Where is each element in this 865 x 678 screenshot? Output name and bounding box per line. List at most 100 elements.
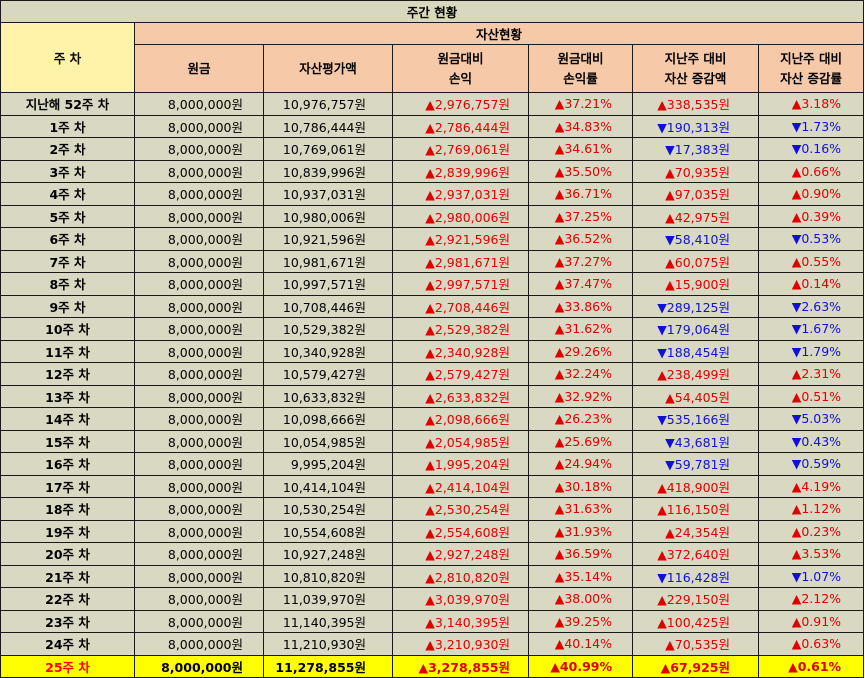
profit-loss-cell: ▲2,810,820원 (392, 564, 529, 588)
valuation-cell: 10,786,444원 (263, 114, 393, 138)
week-cell: 1주 차 (0, 114, 135, 138)
weekly-change-cell: ▲42,975원 (632, 204, 759, 228)
weekly-change-rate-cell: ▲2.12% (757, 587, 865, 611)
profit-loss-rate-cell: ▲40.14% (528, 632, 633, 656)
profit-loss-cell: ▲2,530,254원 (392, 497, 529, 521)
principal-cell: 8,000,000원 (134, 317, 264, 341)
principal-cell: 8,000,000원 (134, 407, 264, 431)
profit-loss-rate-cell: ▲36.59% (528, 542, 633, 566)
table-row: 11주 차 8,000,000원 10,340,928원 ▲2,340,928원 ▲29… (0, 339, 865, 363)
week-cell: 24주 차 (0, 632, 135, 656)
profit-loss-rate-cell: ▲37.25% (528, 204, 633, 228)
profit-loss-rate-cell: ▲31.93% (528, 519, 633, 543)
principal-cell: 8,000,000원 (134, 609, 264, 633)
weekly-change-cell: ▲54,405원 (632, 384, 759, 408)
profit-loss-rate-cell: ▲37.27% (528, 249, 633, 273)
profit-loss-rate-cell: ▲34.83% (528, 114, 633, 138)
table-row: 14주 차 8,000,000원 10,098,666원 ▲2,098,666원 ▲26… (0, 407, 865, 431)
valuation-cell: 10,579,427원 (263, 362, 393, 386)
table-row: 13주 차 8,000,000원 10,633,832원 ▲2,633,832원 ▲32… (0, 384, 865, 408)
profit-loss-rate-cell: ▲30.18% (528, 474, 633, 498)
weekly-change-rate-cell: ▲0.66% (757, 159, 865, 183)
profit-loss-rate-cell: ▲33.86% (528, 294, 633, 318)
valuation-cell: 11,210,930원 (263, 632, 393, 656)
week-column-header: 주 차 (0, 22, 135, 93)
profit-loss-rate-cell: ▲31.63% (528, 497, 633, 521)
principal-cell: 8,000,000원 (134, 497, 264, 521)
profit-loss-cell: ▲2,554,608원 (392, 519, 529, 543)
principal-cell: 8,000,000원 (134, 654, 264, 678)
table-row: 23주 차 8,000,000원 11,140,395원 ▲3,140,395원 ▲39… (0, 609, 865, 633)
weekly-change-cell: ▲15,900원 (632, 272, 759, 296)
weekly-change-cell: ▼116,428원 (632, 564, 759, 588)
principal-cell: 8,000,000원 (134, 182, 264, 206)
valuation-cell: 10,980,006원 (263, 204, 393, 228)
profit-loss-cell: ▲2,927,248원 (392, 542, 529, 566)
weekly-change-rate-cell: ▼0.16% (757, 137, 865, 161)
weekly-change-rate-cell: ▼0.59% (757, 452, 865, 476)
table-row: 10주 차 8,000,000원 10,529,382원 ▲2,529,382원 ▲31… (0, 317, 865, 341)
weekly-change-cell: ▼289,125원 (632, 294, 759, 318)
weekly-change-cell: ▼58,410원 (632, 227, 759, 251)
week-cell: 3주 차 (0, 159, 135, 183)
profit-loss-cell: ▲2,098,666원 (392, 407, 529, 431)
weekly-change-rate-cell: ▲1.12% (757, 497, 865, 521)
profit-loss-cell: ▲2,529,382원 (392, 317, 529, 341)
asset-status-group-header: 자산현황 (133, 22, 865, 45)
profit-loss-rate-cell: ▲26.23% (528, 407, 633, 431)
week-cell: 9주 차 (0, 294, 135, 318)
week-cell: 19주 차 (0, 519, 135, 543)
profit-loss-cell: ▲2,769,061원 (392, 137, 529, 161)
principal-cell: 8,000,000원 (134, 362, 264, 386)
profit-loss-cell: ▲3,210,930원 (392, 632, 529, 656)
weekly-change-rate-cell: ▲0.55% (757, 249, 865, 273)
weekly-change-rate-cell: ▲2.31% (757, 362, 865, 386)
valuation-cell: 11,140,395원 (263, 609, 393, 633)
profit-loss-cell: ▲2,633,832원 (392, 384, 529, 408)
table-row: 19주 차 8,000,000원 10,554,608원 ▲2,554,608원 ▲31… (0, 519, 865, 543)
valuation-cell: 10,098,666원 (263, 407, 393, 431)
valuation-cell: 10,529,382원 (263, 317, 393, 341)
week-cell: 8주 차 (0, 272, 135, 296)
weekly-change-rate-cell: ▲0.51% (757, 384, 865, 408)
profit-loss-cell: ▲1,995,204원 (392, 452, 529, 476)
table-row: 17주 차 8,000,000원 10,414,104원 ▲2,414,104원 ▲30… (0, 474, 865, 498)
weekly-change-rate-cell: ▲3.53% (757, 542, 865, 566)
profit-loss-cell: ▲3,140,395원 (392, 609, 529, 633)
principal-cell: 8,000,000원 (134, 137, 264, 161)
valuation-cell: 10,937,031원 (263, 182, 393, 206)
weekly-change-cell: ▼188,454원 (632, 339, 759, 363)
weekly-change-rate-cell: ▼5.03% (757, 407, 865, 431)
profit-loss-rate-cell: ▲35.14% (528, 564, 633, 588)
weekly-change-rate-cell: ▲0.91% (757, 609, 865, 633)
principal-cell: 8,000,000원 (134, 249, 264, 273)
principal-cell: 8,000,000원 (134, 92, 264, 116)
weekly-change-cell: ▲229,150원 (632, 587, 759, 611)
profit-loss-rate-cell: ▲36.52% (528, 227, 633, 251)
principal-cell: 8,000,000원 (134, 452, 264, 476)
principal-cell: 8,000,000원 (134, 474, 264, 498)
profit-loss-cell: ▲3,039,970원 (392, 587, 529, 611)
weekly-change-cell: ▲70,535원 (632, 632, 759, 656)
weekly-change-rate-header: 지난주 대비 자산 증감률 (757, 44, 865, 93)
valuation-cell: 10,554,608원 (263, 519, 393, 543)
principal-cell: 8,000,000원 (134, 519, 264, 543)
profit-loss-rate-cell: ▲36.71% (528, 182, 633, 206)
week-cell: 22주 차 (0, 587, 135, 611)
week-cell: 25주 차 (0, 654, 135, 678)
profit-loss-rate-cell: ▲40.99% (528, 654, 633, 678)
weekly-change-rate-cell: ▲0.63% (757, 632, 865, 656)
table-row: 22주 차 8,000,000원 11,039,970원 ▲3,039,970원 ▲38… (0, 587, 865, 611)
weekly-change-rate-cell: ▲0.39% (757, 204, 865, 228)
principal-cell: 8,000,000원 (134, 384, 264, 408)
profit-loss-cell: ▲2,981,671원 (392, 249, 529, 273)
profit-loss-rate-cell: ▲32.24% (528, 362, 633, 386)
weekly-change-rate-cell: ▲0.23% (757, 519, 865, 543)
principal-header: 원금 (134, 44, 264, 93)
principal-cell: 8,000,000원 (134, 159, 264, 183)
weekly-change-cell: ▼59,781원 (632, 452, 759, 476)
profit-loss-cell: ▲2,414,104원 (392, 474, 529, 498)
valuation-cell: 10,997,571원 (263, 272, 393, 296)
profit-loss-header: 원금대비 손익 (392, 44, 529, 93)
valuation-cell: 10,976,757원 (263, 92, 393, 116)
